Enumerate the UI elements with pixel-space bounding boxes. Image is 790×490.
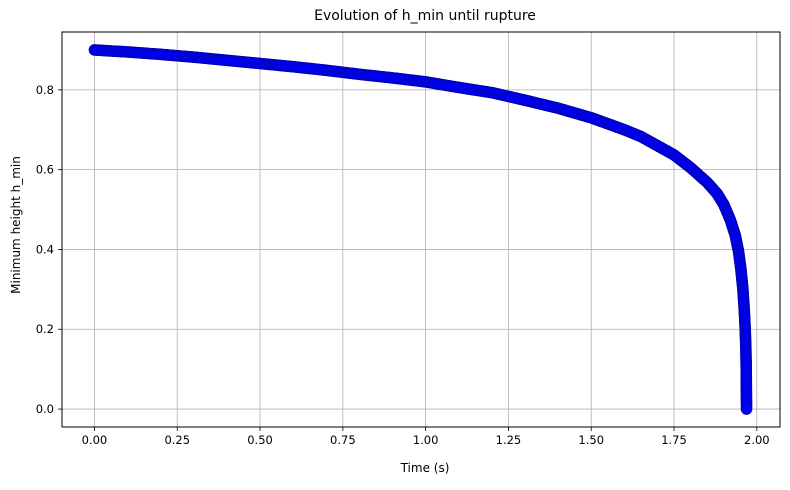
y-tick-label: 0.0 <box>36 402 54 416</box>
ticks: 0.00 0.25 0.50 0.75 1.00 1.25 1.50 1.75 2.00 0.0 0… <box>36 83 770 447</box>
x-tick-label: 1.25 <box>496 433 522 447</box>
x-tick-label: 0.00 <box>82 433 108 447</box>
x-tick-label: 2.00 <box>744 433 770 447</box>
y-tick-label: 0.2 <box>36 322 54 336</box>
x-tick-label: 0.50 <box>247 433 273 447</box>
x-tick-label: 1.75 <box>661 433 687 447</box>
x-tick-label: 0.25 <box>164 433 190 447</box>
y-tick-label: 0.4 <box>36 242 54 256</box>
y-tick-label: 0.6 <box>36 163 54 177</box>
y-axis-label: Minimum height h_min <box>9 156 23 294</box>
data-point <box>740 403 753 415</box>
plot-frame <box>61 31 781 428</box>
x-axis-label: Time (s) <box>400 461 450 475</box>
grid <box>62 32 780 427</box>
y-tick-label: 0.8 <box>36 83 54 97</box>
x-tick-label: 1.50 <box>578 433 604 447</box>
x-tick-label: 0.75 <box>330 433 356 447</box>
chart-title: Evolution of h_min until rupture <box>314 8 536 24</box>
series-layer <box>88 44 753 415</box>
x-tick-label: 1.00 <box>413 433 439 447</box>
